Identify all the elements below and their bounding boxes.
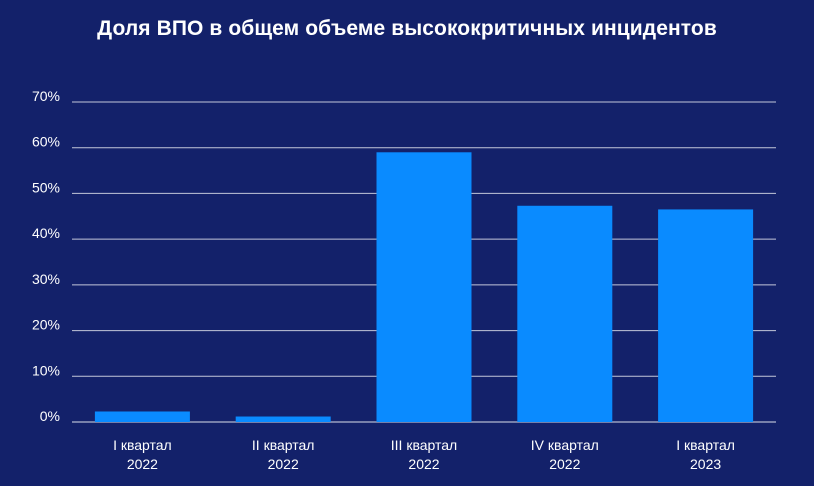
bar [235, 416, 331, 422]
x-tick-label: IV квартал 2022 [531, 437, 599, 472]
y-tick-label: 70% [32, 88, 60, 104]
x-tick-label-line: 2023 [690, 456, 721, 472]
y-tick-label: 50% [32, 179, 60, 195]
y-tick-label: 30% [32, 271, 60, 287]
y-tick-label: 0% [40, 408, 60, 424]
chart-title: Доля ВПО в общем объеме высококритичных … [97, 17, 717, 40]
x-tick-label-line: III квартал [391, 437, 457, 453]
x-tick-label-line: I квартал [113, 437, 172, 453]
x-tick-label-line: I квартал [676, 437, 735, 453]
bar [376, 152, 472, 423]
x-tick-label: III квартал 2022 [391, 437, 457, 472]
x-tick-label-line: 2022 [127, 456, 158, 472]
bar [94, 411, 190, 422]
x-tick-label: I квартал 2022 [113, 437, 172, 472]
x-tick-label-line: IV квартал [531, 437, 599, 453]
x-tick-label-line: 2022 [549, 456, 580, 472]
x-tick-label: I квартал 2023 [676, 437, 735, 472]
x-tick-label-line: II квартал [252, 437, 315, 453]
y-tick-label: 60% [32, 134, 60, 150]
y-tick-label: 20% [32, 317, 60, 333]
y-tick-label: 10% [32, 362, 60, 378]
x-tick-label: II квартал 2022 [252, 437, 315, 472]
bar [517, 205, 613, 422]
x-tick-label-line: 2022 [268, 456, 299, 472]
bar [658, 209, 754, 422]
y-tick-label: 40% [32, 225, 60, 241]
x-tick-label-line: 2022 [408, 456, 439, 472]
